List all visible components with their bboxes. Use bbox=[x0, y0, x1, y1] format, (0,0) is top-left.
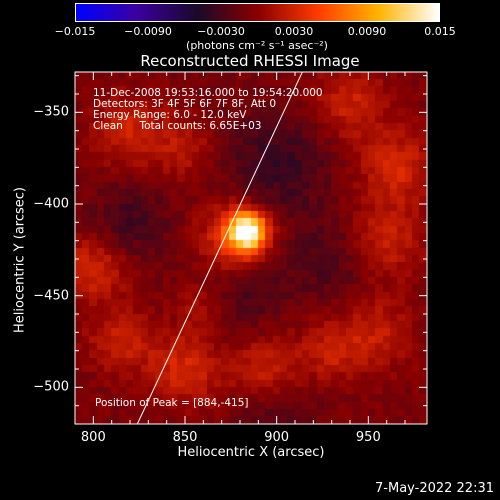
colorbar-tick-label: 0.015 bbox=[424, 25, 456, 38]
plot-border bbox=[74, 71, 428, 425]
colorbar-tick-label: −0.0090 bbox=[124, 25, 172, 38]
colorbar bbox=[75, 3, 440, 22]
tick-marks bbox=[75, 72, 427, 425]
y-tick-label: −350 bbox=[33, 104, 69, 120]
colorbar-tick-label: −0.0030 bbox=[197, 25, 245, 38]
info-detectors: Detectors: 3F 4F 5F 6F 7F 8F, Att 0 bbox=[93, 98, 277, 110]
y-axis-label: Heliocentric Y (arcsec) bbox=[12, 187, 28, 333]
heatmap-image bbox=[75, 72, 427, 424]
y-tick-label: −400 bbox=[33, 196, 69, 212]
y-tick-label: −450 bbox=[33, 288, 69, 304]
colorbar-tick-label: −0.015 bbox=[54, 25, 96, 38]
render-timestamp: 7-May-2022 22:31 bbox=[375, 481, 494, 496]
x-axis-label: Heliocentric X (arcsec) bbox=[177, 445, 325, 460]
x-tick-label: 800 bbox=[80, 430, 106, 445]
colorbar-tick-label: 0.0030 bbox=[274, 25, 314, 38]
colorbar-units-label: (photons cm⁻² s⁻¹ asec⁻²) bbox=[186, 39, 328, 52]
y-tick-label: −500 bbox=[33, 379, 69, 395]
info-energy-range: Energy Range: 6.0 - 12.0 keV bbox=[93, 109, 247, 121]
chart-title: Reconstructed RHESSI Image bbox=[140, 52, 360, 70]
info-time-range: 11-Dec-2008 19:53:16.000 to 19:54:20.000 bbox=[93, 87, 323, 99]
solar-limb-line bbox=[136, 72, 303, 424]
peak-position-label: Position of Peak = [884,-415] bbox=[95, 397, 249, 409]
info-method-counts: Clean Total counts: 6.65E+03 bbox=[93, 120, 262, 132]
x-tick-label: 850 bbox=[172, 430, 198, 445]
colorbar-tick-label: 0.0090 bbox=[347, 25, 387, 38]
x-tick-label: 900 bbox=[264, 430, 290, 445]
x-tick-label: 950 bbox=[355, 430, 381, 445]
